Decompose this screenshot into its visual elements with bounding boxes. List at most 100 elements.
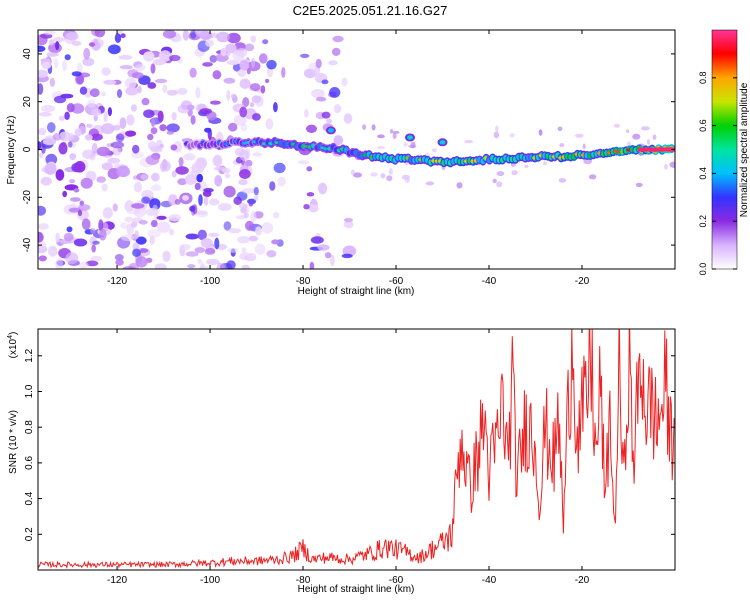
noise-blob xyxy=(150,127,158,135)
noise-blob xyxy=(239,78,251,89)
colorbar-tick-label: 0.0 xyxy=(698,263,708,276)
x-tick-label: -100 xyxy=(200,575,220,586)
noise-blob xyxy=(120,234,135,242)
noise-blob xyxy=(254,243,266,255)
noise-blob xyxy=(70,197,81,202)
noise-blob xyxy=(115,259,124,266)
noise-blob xyxy=(103,79,117,85)
noise-blob xyxy=(74,128,82,137)
noise-blob xyxy=(574,133,584,138)
noise-blob xyxy=(271,239,280,245)
noise-blob xyxy=(233,196,242,205)
noise-blob xyxy=(626,141,632,147)
noise-blob xyxy=(113,124,121,131)
noise-blob xyxy=(138,219,148,225)
noise-blob xyxy=(114,253,124,261)
noise-blob xyxy=(141,189,154,199)
noise-blob xyxy=(170,144,178,151)
noise-blob xyxy=(200,237,213,249)
noise-blob xyxy=(115,133,125,143)
noise-blob xyxy=(182,195,189,201)
noise-blob xyxy=(370,172,378,177)
noise-blob xyxy=(53,58,59,69)
noise-blob xyxy=(303,68,317,79)
noise-blob xyxy=(91,142,98,154)
noise-blob xyxy=(196,173,203,183)
noise-blob xyxy=(185,174,197,185)
noise-blob xyxy=(249,102,255,108)
noise-blob xyxy=(116,89,123,98)
noise-blob xyxy=(131,72,144,79)
noise-blob xyxy=(58,115,66,121)
noise-blob xyxy=(632,133,641,140)
noise-blob xyxy=(371,124,376,131)
noise-blob xyxy=(208,232,220,238)
noise-blob xyxy=(156,215,167,220)
noise-blob xyxy=(511,170,518,176)
y-tick-label: 0.8 xyxy=(24,420,35,434)
noise-blob xyxy=(55,41,60,51)
noise-blob xyxy=(125,77,137,89)
spectrogram-marks xyxy=(38,30,675,269)
noise-blob xyxy=(214,175,223,187)
noise-blob xyxy=(582,143,586,150)
noise-blob xyxy=(55,258,64,269)
snr-marks xyxy=(38,329,675,569)
noise-blob xyxy=(496,181,503,188)
noise-blob xyxy=(91,108,102,116)
noise-blob xyxy=(166,89,178,96)
noise-blob xyxy=(324,252,332,259)
noise-blob xyxy=(239,169,251,179)
noise-blob xyxy=(425,181,435,186)
noise-blob xyxy=(241,187,256,194)
noise-blob xyxy=(227,247,239,253)
noise-blob xyxy=(380,173,386,179)
colorbar-tick-label: 0.6 xyxy=(698,119,708,132)
noise-blob xyxy=(214,237,220,250)
noise-blob xyxy=(60,93,74,99)
noise-blob xyxy=(244,43,255,52)
noise-blob xyxy=(238,179,248,186)
noise-blob xyxy=(350,169,356,176)
noise-blob xyxy=(101,162,113,171)
y-tick-label: 40 xyxy=(22,48,33,60)
noise-blob xyxy=(199,108,212,115)
noise-blob xyxy=(135,236,147,245)
noise-blob xyxy=(96,146,111,157)
noise-blob xyxy=(150,145,163,153)
spectrogram-panel: -120 -100 -80 -60 -40 -20 -40 -20 0 20 40 Height … xyxy=(6,29,676,297)
noise-blob xyxy=(254,195,259,201)
x-tick-label: -40 xyxy=(482,276,497,287)
noise-blob xyxy=(208,198,220,206)
noise-blob xyxy=(308,204,319,213)
noise-blob xyxy=(171,170,177,178)
noise-blob xyxy=(187,264,196,269)
noise-blob xyxy=(68,207,81,213)
noise-blob xyxy=(182,30,189,41)
noise-blob xyxy=(226,60,239,66)
noise-blob xyxy=(150,220,158,228)
noise-blob xyxy=(107,44,121,55)
noise-blob xyxy=(71,40,82,47)
noise-blob xyxy=(252,113,261,121)
noise-blob xyxy=(228,228,242,234)
noise-blob xyxy=(495,125,499,132)
noise-blob xyxy=(82,149,95,160)
noise-blob xyxy=(38,223,49,230)
spectrogram-x-label: Height of straight line (km) xyxy=(298,286,415,297)
noise-blob xyxy=(44,163,57,175)
noise-blob xyxy=(209,55,218,63)
noise-blob xyxy=(218,203,232,211)
snr-series-line xyxy=(38,329,675,569)
noise-blob xyxy=(79,86,88,95)
noise-blob xyxy=(332,35,344,43)
x-tick-label: -80 xyxy=(296,276,311,287)
noise-blob xyxy=(169,54,181,62)
noise-blob xyxy=(216,31,230,43)
noise-blob xyxy=(538,129,543,136)
colorbar-tick-label: 0.8 xyxy=(698,72,708,85)
noise-blob xyxy=(269,181,276,191)
noise-blob xyxy=(41,143,46,154)
noise-blob xyxy=(162,84,168,93)
